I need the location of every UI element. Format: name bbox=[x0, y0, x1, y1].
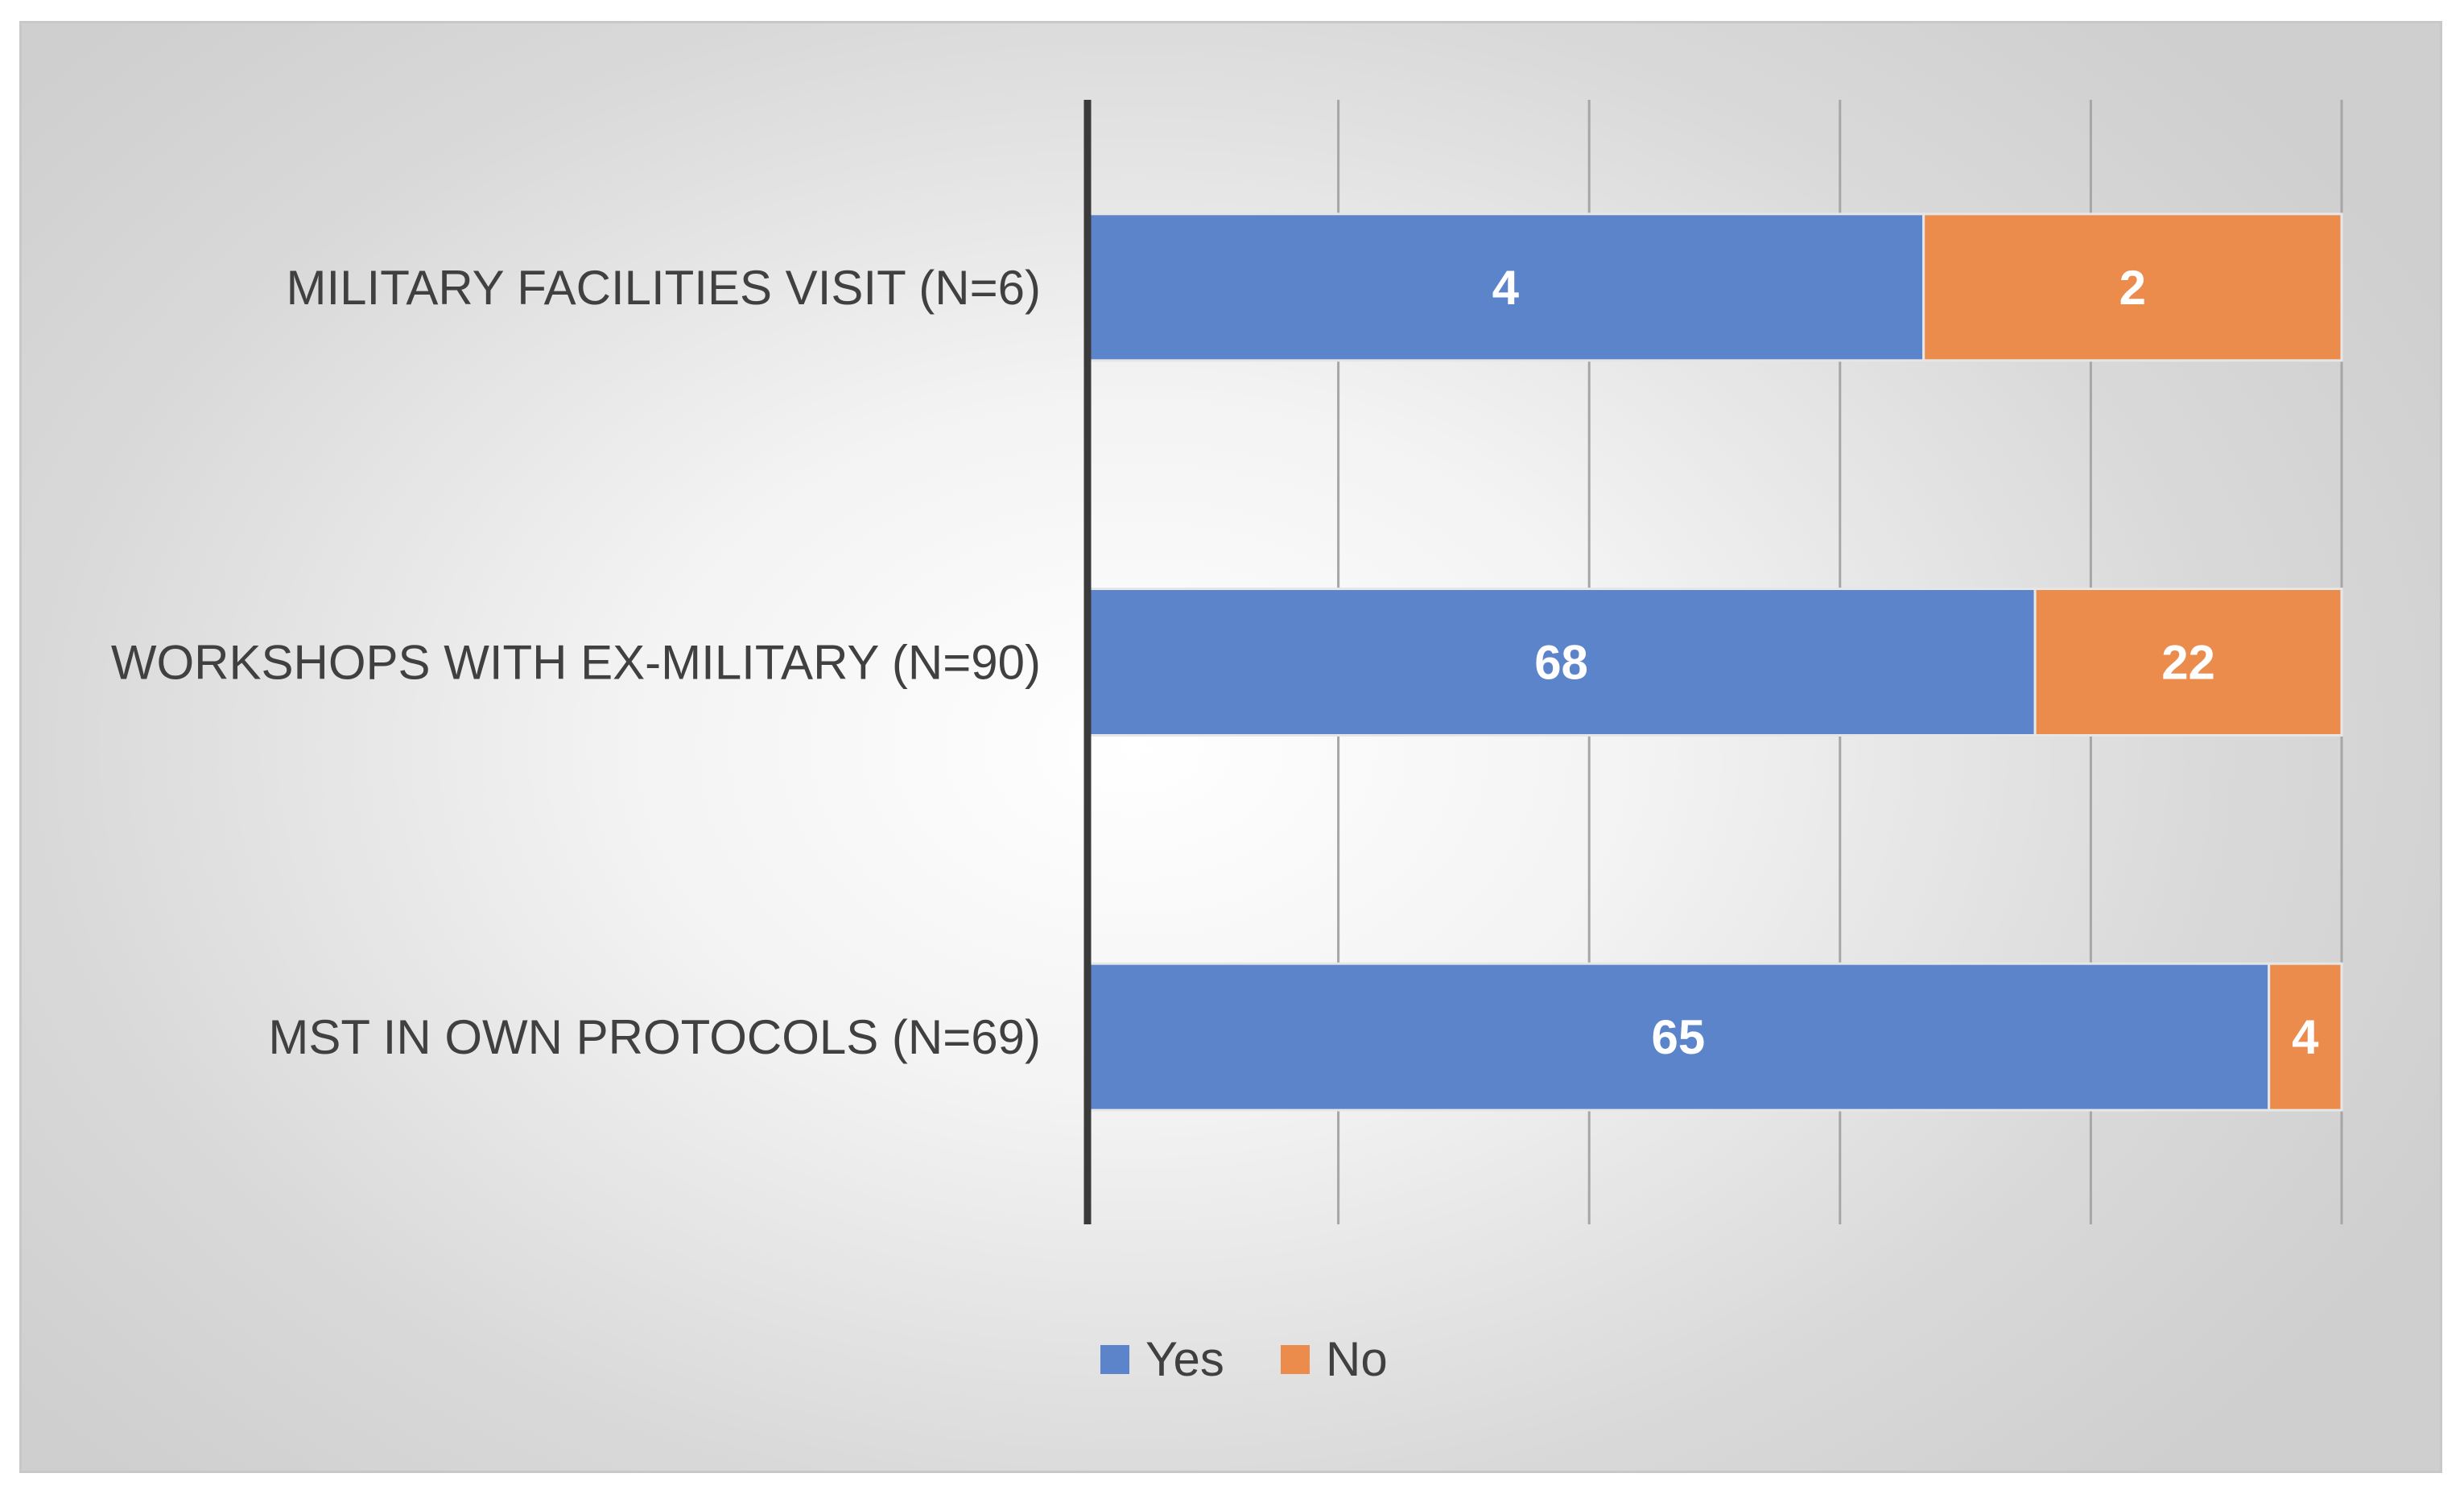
bar-yes bbox=[1086, 588, 2037, 737]
data-label-yes: 68 bbox=[1534, 636, 1588, 690]
legend-swatch-no bbox=[1281, 1345, 1310, 1374]
category-label: MILITARY FACILITIES VISIT (N=6) bbox=[287, 261, 1042, 315]
bars bbox=[1086, 213, 2343, 1112]
legend-swatch-yes bbox=[1100, 1345, 1129, 1374]
category-label: WORKSHOPS WITH EX-MILITARY (N=90) bbox=[111, 636, 1041, 690]
data-label-no: 2 bbox=[2119, 261, 2146, 315]
data-label-no: 22 bbox=[2161, 636, 2215, 690]
data-label-no: 4 bbox=[2292, 1010, 2319, 1064]
stacked-bar-chart: 4 2 MILITARY FACILITIES VISIT (N=6) 68 22 WOR… bbox=[111, 100, 2343, 1386]
chart-frame: 4 2 MILITARY FACILITIES VISIT (N=6) 68 22 WOR… bbox=[19, 21, 2442, 1473]
data-label-yes: 4 bbox=[1492, 261, 1520, 315]
legend-label-yes: Yes bbox=[1145, 1332, 1224, 1386]
bar-yes bbox=[1086, 213, 1925, 362]
legend: Yes No bbox=[1100, 1332, 1388, 1386]
bar-no bbox=[2268, 962, 2343, 1112]
legend-label-no: No bbox=[1326, 1332, 1388, 1386]
bar-no bbox=[1922, 213, 2343, 362]
category-label: MST IN OWN PROTOCOLS (N=69) bbox=[268, 1010, 1041, 1064]
labels: 4 2 MILITARY FACILITIES VISIT (N=6) 68 22 WOR… bbox=[111, 261, 2319, 1064]
data-label-yes: 65 bbox=[1651, 1010, 1705, 1064]
bar-yes bbox=[1086, 962, 2271, 1112]
bar-no bbox=[2033, 588, 2343, 737]
